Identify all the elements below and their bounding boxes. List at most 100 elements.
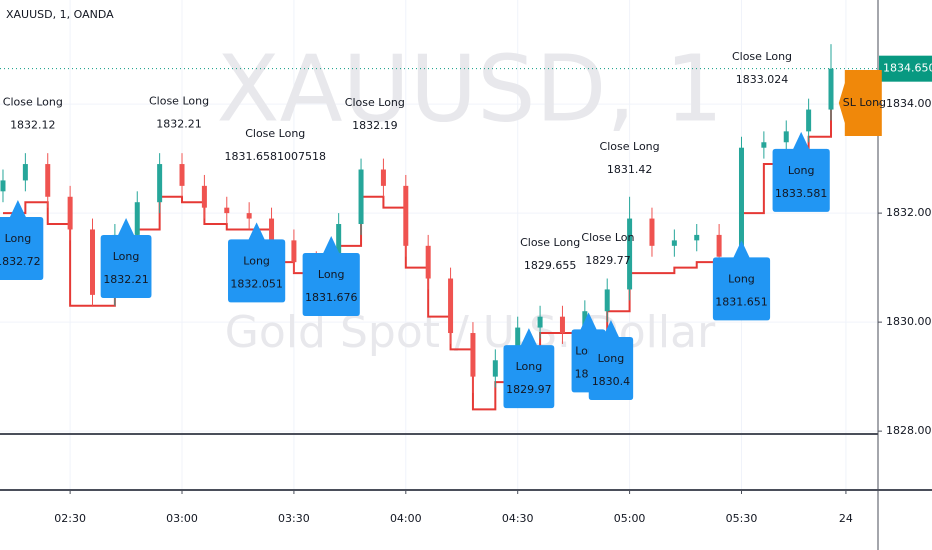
long-signal-box [772, 131, 830, 212]
candle-body [515, 327, 521, 361]
close-signal-price: 1829.77 [585, 254, 631, 267]
candle-body [269, 218, 275, 241]
stop-line [2, 109, 833, 411]
long-signal-label: Long [318, 268, 345, 281]
candle-body [291, 240, 297, 263]
close-signal-label: Close Long [345, 96, 405, 109]
candle-body [537, 316, 543, 328]
x-tick-label: 04:30 [502, 512, 534, 525]
candle-body [604, 289, 610, 312]
long-signal-box [588, 319, 634, 400]
y-tick-label: 1830.000 [886, 315, 932, 328]
candle-body [806, 109, 812, 132]
close-signal-price: 1833.024 [736, 73, 789, 86]
close-signal-label: Close Lon [581, 231, 634, 244]
candle-body [224, 207, 230, 214]
long-signal: Long 1831.676 [302, 236, 360, 317]
x-tick-label: 02:30 [54, 512, 86, 525]
candle-body [157, 164, 163, 203]
candle-body [179, 164, 185, 186]
close-signal: Close Long 1832.21 [149, 94, 209, 130]
candle-body [694, 234, 700, 241]
long-signal: Long 1832.72 [0, 200, 44, 281]
long-signal: Long 1829.97 [503, 328, 555, 409]
close-signal-price: 1832.12 [10, 118, 56, 131]
close-signal: Close Long 1831.6581007518 [225, 127, 326, 163]
close-signal: Close Long 1829.655 [520, 236, 580, 272]
close-signal: Close Lon 1829.77 [581, 231, 634, 267]
long-signal-box [503, 328, 555, 409]
long-signal-box [302, 236, 360, 317]
candle-body [201, 185, 207, 208]
x-tick-label: 03:00 [166, 512, 198, 525]
candle-body [67, 196, 73, 230]
close-signal: Close Long 1833.024 [732, 50, 792, 86]
last-price-box [879, 55, 932, 82]
long-signal: Long 1832.21 [100, 218, 152, 299]
long-signal-label: Long [243, 254, 270, 267]
close-signal: Close Long 1831.42 [600, 140, 660, 176]
close-signal: Close Long 1832.12 [3, 95, 63, 131]
long-signal-price: 1830.4 [592, 375, 631, 388]
candle-body [649, 218, 655, 246]
long-signal-label: Long [516, 360, 543, 373]
long-signal-label: Long [728, 272, 755, 285]
candle-body [828, 68, 834, 110]
overlay: 1834.650 SL Long [838, 55, 932, 137]
y-tick-label: 1834.000 [886, 97, 932, 110]
y-tick-label: 1828.000 [886, 424, 932, 437]
close-signal-label: Close Long [732, 50, 792, 63]
candle-body [470, 333, 476, 377]
close-signal-label: Close Long [520, 236, 580, 249]
sl-box [838, 70, 882, 137]
candle-body [492, 360, 498, 377]
candle-body [761, 142, 767, 148]
x-tick-label: 05:00 [614, 512, 646, 525]
long-signal-box [712, 240, 771, 321]
x-tick-label: 24 [839, 512, 853, 525]
candle-body [45, 164, 51, 197]
close-signal-price: 1832.19 [352, 119, 398, 132]
long-signal-price: 1829.97 [506, 383, 552, 396]
y-tick-label: 1832.000 [886, 206, 932, 219]
candle-body [448, 278, 454, 334]
close-signal-label: Close Long [245, 127, 305, 140]
long-signal-price: 1832.051 [230, 277, 283, 290]
long-signal-label: Long [5, 232, 32, 245]
x-tick-label: 04:00 [390, 512, 422, 525]
long-signal: Long 1831.651 [712, 240, 771, 321]
candle-body [89, 229, 95, 295]
x-tick-label: 03:30 [278, 512, 310, 525]
long-signal: Long 1833.581 [772, 131, 830, 212]
candle-body [380, 169, 386, 186]
candle-body [358, 169, 364, 225]
candle-body [559, 316, 565, 334]
long-signal: Long 1832.051 [228, 222, 286, 303]
candle-body [627, 218, 633, 290]
close-signal-label: Close Long [149, 94, 209, 107]
watermark: XAUUSD, 1 [217, 35, 724, 142]
long-signal-price: 1831.651 [715, 295, 768, 308]
sl-label: SL Long [843, 96, 886, 109]
long-signal-price: 1831.676 [305, 291, 358, 304]
close-signal-label: Close Long [600, 140, 660, 153]
long-signal: Long 1830.4 [588, 319, 634, 400]
close-signal: Close Long 1832.19 [345, 96, 405, 132]
long-signal-box [228, 222, 286, 303]
close-signal-price: 1831.6581007518 [225, 150, 326, 163]
candle-body [425, 245, 431, 279]
long-signal-price: 1832.72 [0, 255, 41, 268]
close-signal-price: 1831.42 [607, 163, 653, 176]
long-signal-label: Long [113, 250, 140, 263]
sl-signal: SL Long [838, 70, 886, 137]
close-signal-price: 1832.21 [156, 117, 202, 130]
candle-body [22, 164, 28, 181]
long-signal-label: Long [788, 164, 815, 177]
chart-title: XAUUSD, 1, OANDA [6, 8, 114, 21]
last-price-label: 1834.650 [883, 62, 932, 75]
candle-body [738, 147, 744, 257]
candle-body [716, 234, 722, 257]
